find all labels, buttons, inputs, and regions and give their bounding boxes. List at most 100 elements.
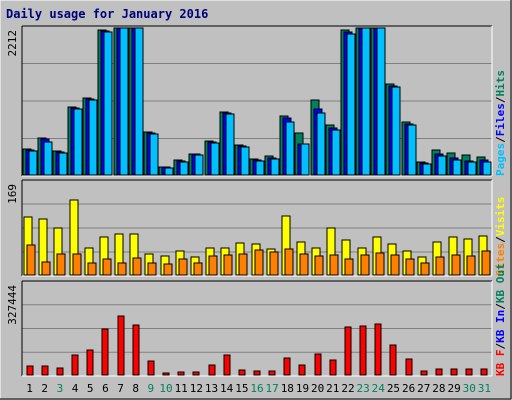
day-label: 13 — [205, 382, 218, 395]
bar — [375, 252, 385, 276]
bar — [147, 262, 157, 276]
bar — [240, 146, 250, 176]
day-label: 27 — [417, 382, 430, 395]
bar — [361, 27, 371, 176]
bar — [132, 257, 142, 276]
day-label: 4 — [72, 382, 79, 395]
bar — [346, 33, 356, 176]
bar — [119, 27, 129, 176]
day-label: 26 — [402, 382, 415, 395]
bar — [178, 258, 188, 276]
bar — [117, 315, 125, 376]
bar — [298, 364, 306, 376]
day-label: 3 — [57, 382, 64, 395]
bar — [467, 161, 477, 176]
legend-item: Visits — [494, 197, 507, 237]
bar — [102, 258, 112, 276]
bar — [87, 262, 97, 276]
bar — [149, 133, 159, 176]
bar — [210, 142, 220, 176]
bar — [482, 161, 492, 176]
bar — [481, 250, 491, 276]
legend-separator: / — [494, 236, 507, 243]
day-labels: 1 2 3 4 5 6 7 8 9 10 11 12 13 14 15 16 17 18 19 20 21 22 23 24 2… — [26, 382, 491, 395]
bar — [465, 368, 473, 376]
bar — [253, 370, 261, 376]
day-label: 16 — [250, 382, 263, 395]
legend-item: Hits — [494, 70, 507, 97]
bar — [314, 353, 322, 376]
bar — [163, 263, 173, 276]
bar — [405, 258, 415, 276]
bar — [466, 255, 476, 276]
bar — [26, 244, 36, 276]
legend-item: KB F — [494, 350, 507, 377]
bar — [376, 27, 386, 176]
day-label: 6 — [102, 382, 109, 395]
bar — [134, 27, 144, 176]
day-label: 7 — [117, 382, 124, 395]
bar — [284, 248, 294, 276]
legend-text: Sites/Visits — [494, 197, 507, 277]
bar — [437, 155, 447, 176]
bar — [72, 253, 82, 276]
bar — [58, 152, 68, 176]
bar — [344, 326, 352, 376]
bar — [56, 367, 64, 376]
bar — [103, 31, 113, 176]
day-label: 23 — [357, 382, 370, 395]
bar — [422, 163, 432, 176]
legend-item: KB Out — [494, 263, 507, 303]
bar — [299, 253, 309, 276]
bar — [208, 364, 216, 376]
day-label: 30 — [463, 382, 476, 395]
bar — [300, 143, 310, 176]
bar — [452, 159, 462, 176]
bar — [208, 255, 218, 276]
day-label: 19 — [296, 382, 309, 395]
bar — [255, 160, 265, 176]
bar — [117, 262, 127, 276]
bar — [268, 370, 276, 376]
bar — [223, 354, 231, 376]
legend-item: KB In — [494, 310, 507, 343]
bar — [283, 357, 291, 376]
day-label: 12 — [190, 382, 203, 395]
bar — [450, 368, 458, 376]
bar — [254, 249, 264, 276]
bar — [391, 86, 401, 176]
day-label: 29 — [447, 382, 460, 395]
bar — [43, 141, 53, 176]
chart-panels: 2212Pages/Files/Hits169Sites/Visits32744… — [6, 25, 507, 377]
day-label: 14 — [220, 382, 234, 395]
day-label: 28 — [432, 382, 445, 395]
bar — [238, 369, 246, 376]
bar — [405, 358, 413, 376]
bar — [316, 112, 326, 176]
legend-item: Sites — [494, 243, 507, 276]
y-max-label: 327444 — [6, 285, 19, 325]
day-label: 25 — [387, 382, 400, 395]
series-sites — [26, 244, 491, 276]
bar — [329, 359, 337, 376]
day-label: 17 — [266, 382, 279, 395]
chart-title: Daily usage for January 2016 — [6, 7, 208, 21]
bar — [374, 323, 382, 376]
day-label: 2 — [41, 382, 48, 395]
bar — [28, 150, 38, 176]
bar — [420, 370, 428, 376]
bar — [480, 368, 488, 376]
bar — [101, 328, 109, 376]
bar — [223, 254, 233, 276]
bar — [88, 99, 98, 176]
bar — [435, 256, 445, 276]
series-pages — [28, 27, 492, 176]
legend-separator: / — [494, 96, 507, 103]
bar — [285, 121, 295, 176]
bar — [41, 365, 49, 376]
day-label: 22 — [341, 382, 354, 395]
legend: Pages/Files/Hits — [494, 70, 507, 176]
